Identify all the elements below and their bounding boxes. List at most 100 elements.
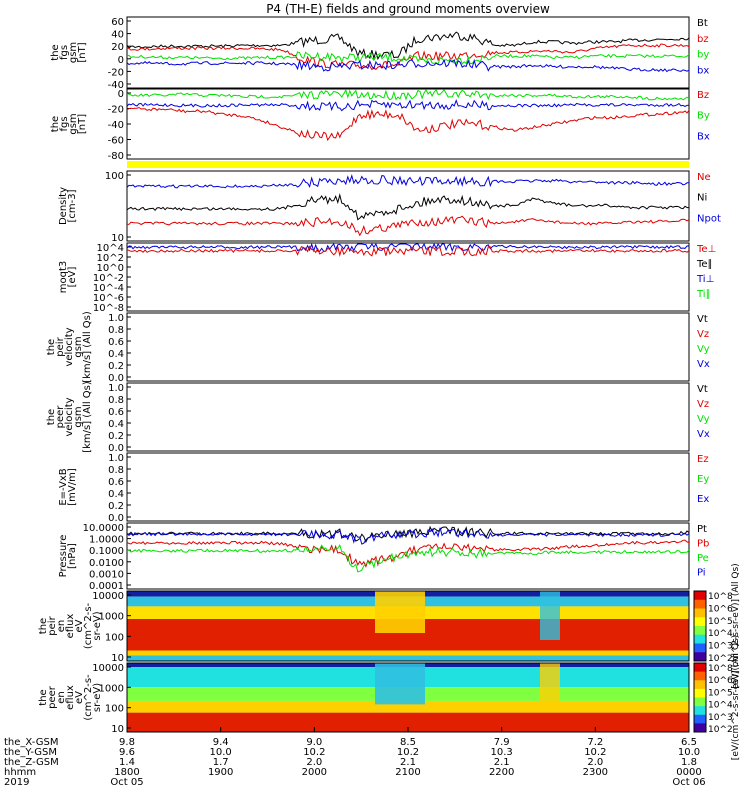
legend-entry: Bz xyxy=(697,90,709,101)
quality-flag-bar xyxy=(127,161,689,168)
x-tick-label: 8.5 xyxy=(400,737,416,748)
x-tick-label: 7.9 xyxy=(494,737,510,748)
y-tick-label: 0.8 xyxy=(108,395,124,406)
y-axis-label: [nPa] xyxy=(67,543,78,569)
x-row-label: hhmm xyxy=(4,767,36,778)
x-tick-label: 2.1 xyxy=(494,757,510,768)
colorbar-tick-label: 10^2 xyxy=(708,725,733,735)
y-axis-label: eflux xyxy=(65,614,76,639)
x-tick-label: 10.0 xyxy=(678,747,700,758)
x-tick-label: 1.4 xyxy=(119,757,135,768)
colorbar-segment xyxy=(694,688,706,698)
colorbar: 10^8 10^6 10^5 10^4 10^3 10^2[eV/(cm^2-s-sr-e… xyxy=(693,563,741,689)
legend-entry: Ni xyxy=(697,193,707,204)
colorbar-tick-label: 10^4 xyxy=(708,701,733,711)
y-tick-label: 0 xyxy=(118,55,124,66)
colorbar-label: [eV/(cm^2-s-sr-eV)] (All Qs) xyxy=(731,563,741,688)
colorbar-segment xyxy=(694,617,706,627)
colorbar-segment xyxy=(694,706,706,716)
panel-frame xyxy=(126,16,690,89)
y-axis-label: gsm xyxy=(73,406,84,427)
panel-frame xyxy=(126,590,690,662)
x-row-label: the_Z-GSM xyxy=(4,757,59,768)
series-line-bx xyxy=(126,58,690,73)
y-axis-label: the xyxy=(38,689,49,705)
legend-entry: by xyxy=(697,50,709,61)
y-axis-label: [nT] xyxy=(77,42,88,62)
colorbar-label: [eV/(cm^2-s-sr-eV)] (All Qs) xyxy=(731,635,741,760)
y-tick-label: 60 xyxy=(111,17,124,28)
y-axis-label: velocity xyxy=(64,397,75,436)
legend-entry: bz xyxy=(697,34,709,45)
colorbar-tick-label: 10^4 xyxy=(708,629,733,639)
y-axis-label: [km/s] (All Qs) xyxy=(82,381,93,453)
y-tick-label: -40 xyxy=(108,80,124,91)
y-tick-label: 0.0 xyxy=(108,373,124,384)
legend-entry: Bt xyxy=(697,18,708,29)
colorbar-segment xyxy=(694,599,706,609)
colorbar-tick-label: 10^8 xyxy=(708,664,733,674)
colorbar-segment xyxy=(694,626,706,636)
series-line-by xyxy=(126,88,690,101)
legend-entry: Vx xyxy=(697,359,710,370)
y-tick-label: -40 xyxy=(108,120,124,131)
legend-entry: Ez xyxy=(697,454,709,465)
colorbar-segment xyxy=(694,671,706,681)
x-tick-label: 2000 xyxy=(302,767,327,778)
legend-entry: Npot xyxy=(697,213,721,224)
y-axis-label: velocity xyxy=(64,327,75,366)
y-axis-label: eflux xyxy=(65,685,76,710)
colorbar-tick-label: 10^6 xyxy=(708,604,733,614)
legend-entry: Ey xyxy=(697,474,709,485)
colorbar-tick-label: 10^5 xyxy=(708,688,733,698)
colorbar-tick-label: 10^2 xyxy=(708,654,733,664)
y-tick-label: 0.0010 xyxy=(89,569,124,580)
panel-peir_spec: 10^8 10^6 10^5 10^4 10^3 10^2[eV/(cm^2-s-sr-e… xyxy=(38,563,741,688)
y-tick-label: 100 xyxy=(105,632,124,643)
x-tick-label: 10.3 xyxy=(491,747,513,758)
legend-entry: Ne xyxy=(697,172,711,183)
y-tick-label: 10^2 xyxy=(97,253,124,264)
y-axis-label: moqt3 xyxy=(58,261,69,294)
panel-temp: 10^410^210^010^-210^-410^-610^-8 moqt3[eV… xyxy=(58,242,716,314)
y-axis-label: peir xyxy=(55,336,66,356)
legend-entry: Vz xyxy=(697,329,709,340)
x-tick-label: 2.1 xyxy=(400,757,416,768)
x-tick-label: 7.2 xyxy=(587,737,603,748)
x-tick-label: 1900 xyxy=(208,767,233,778)
y-tick-label: 0.4 xyxy=(108,349,124,360)
y-tick-label: 0.0100 xyxy=(89,558,124,569)
panel-efield: 1.00.80.60.40.20.0 E=-VxB[mV/m] Ez Ey Ex xyxy=(58,452,709,524)
legend-entry: Ti∥ xyxy=(696,289,711,300)
y-axis-label: peer xyxy=(47,685,58,709)
y-tick-label: 1.0000 xyxy=(89,535,124,546)
y-axis-label: gsm xyxy=(68,42,79,63)
y-tick-label: 0 xyxy=(118,89,124,100)
colorbar-segment xyxy=(694,634,706,644)
y-axis-label: sr-eV) xyxy=(92,611,103,640)
panel-peer_vel: 1.00.80.60.40.20.0 thepeervelocitygsm[km/… xyxy=(46,381,710,454)
legend-entry: Vy xyxy=(697,344,710,355)
y-axis-label: the xyxy=(38,618,49,634)
y-tick-label: 10^-2 xyxy=(93,273,124,284)
panel-peer_spec: 10^8 10^6 10^5 10^4 10^3 10^2[eV/(cm^2-s-sr-e… xyxy=(38,635,741,760)
series-line-npot xyxy=(126,173,689,189)
y-tick-label: -80 xyxy=(108,151,124,162)
x-tick-label: 2200 xyxy=(489,767,514,778)
series-line-pb xyxy=(126,539,690,568)
legend-entry: By xyxy=(697,111,710,122)
legend-entry: Pt xyxy=(697,524,707,535)
panel-frame xyxy=(126,522,690,590)
y-axis-label: en xyxy=(56,620,67,633)
colorbar-segment xyxy=(694,697,706,707)
spectrogram-band xyxy=(127,655,689,661)
series-line-pe xyxy=(126,544,690,573)
spectrogram-event xyxy=(540,591,560,640)
y-tick-label: 10 xyxy=(111,233,124,244)
panel-frame xyxy=(126,382,690,452)
x-tick-label: 1.8 xyxy=(681,757,697,768)
colorbar-segment xyxy=(694,723,706,733)
series-line-pi xyxy=(126,527,690,545)
y-axis-label: sr-eV) xyxy=(92,683,103,712)
series-line-ne xyxy=(126,215,690,237)
